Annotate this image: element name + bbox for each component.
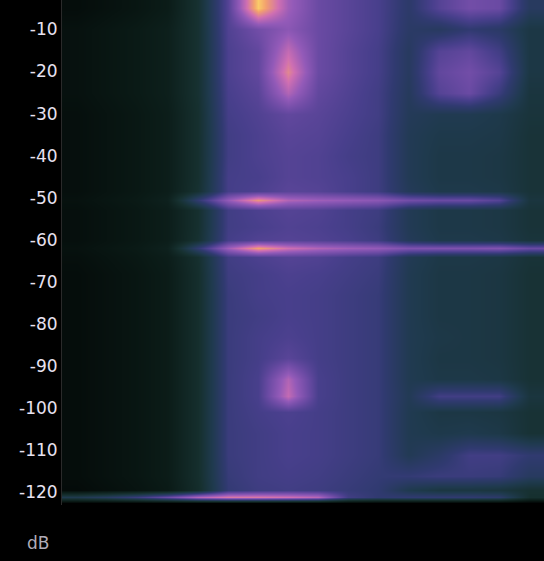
svg-text:-120: -120 <box>19 482 58 502</box>
svg-text:-30: -30 <box>30 104 58 124</box>
svg-text:-60: -60 <box>30 230 58 250</box>
svg-text:-10: -10 <box>30 19 58 39</box>
svg-text:-50: -50 <box>30 188 58 208</box>
svg-text:-110: -110 <box>19 440 58 460</box>
svg-text:dB: dB <box>27 533 49 553</box>
svg-text:-40: -40 <box>30 146 58 166</box>
svg-text:-70: -70 <box>30 272 58 292</box>
svg-text:-20: -20 <box>30 61 58 81</box>
svg-text:-80: -80 <box>30 314 58 334</box>
svg-text:-100: -100 <box>19 398 58 418</box>
svg-text:-90: -90 <box>30 356 58 376</box>
